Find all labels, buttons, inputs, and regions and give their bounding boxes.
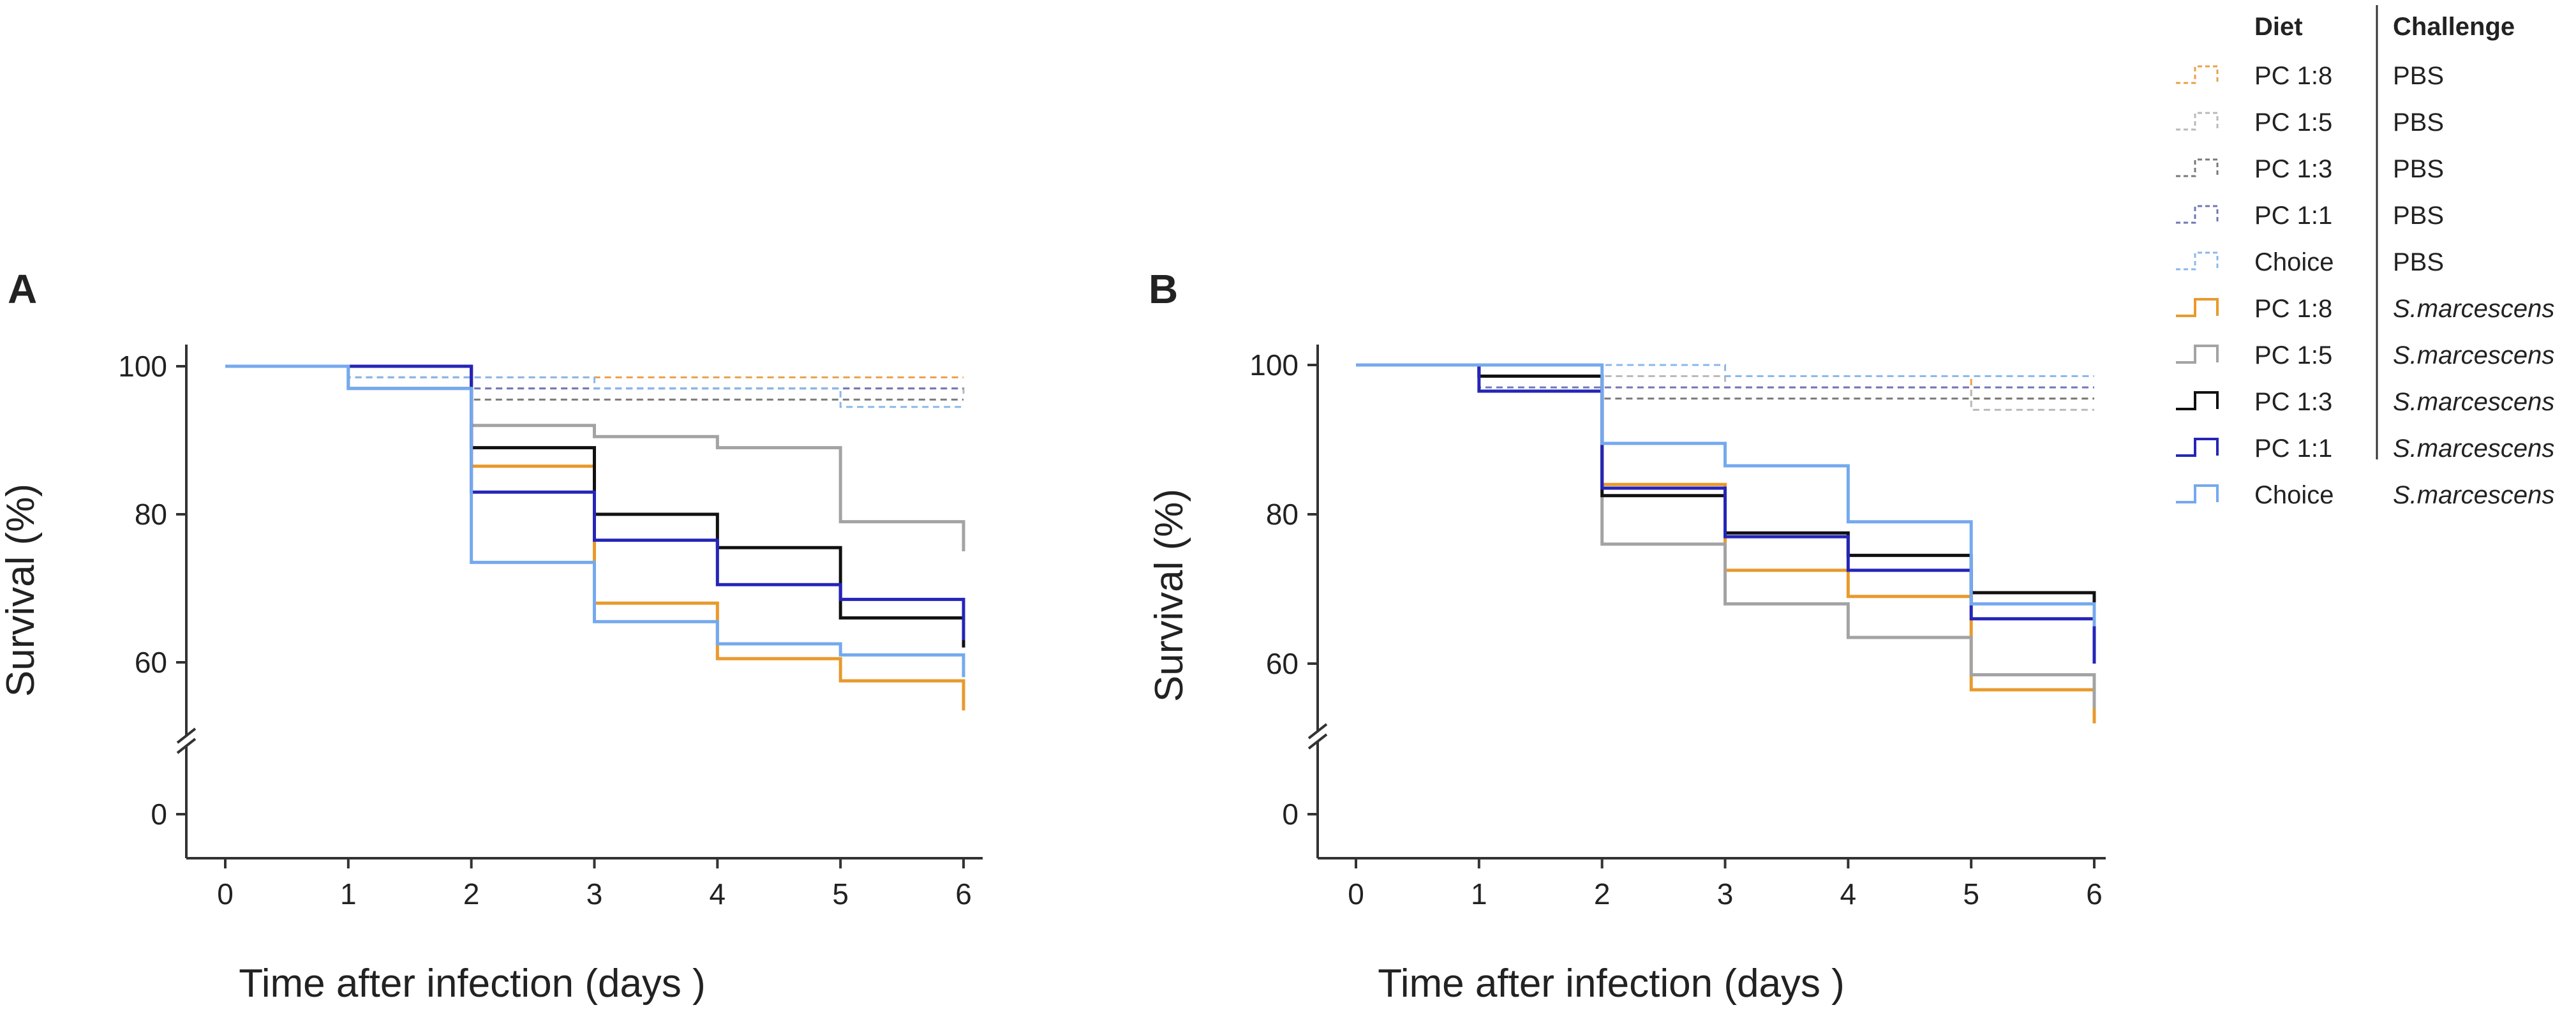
legend-row: Choice S.marcescens xyxy=(2176,481,2554,509)
panel-a-curve-choice-s-marcescens xyxy=(225,364,965,678)
legend-row: PC 1:3 PBS xyxy=(2176,155,2444,183)
panel-b-curve-pc-1-5-pbs xyxy=(1356,364,2094,411)
legend-row: PC 1:8 PBS xyxy=(2176,62,2444,90)
panel-b-curve-pc-1-1-s-marcescens xyxy=(1356,363,2096,664)
panel-a-x-tick-label-1: 1 xyxy=(340,877,357,911)
legend-header-diet: Diet xyxy=(2254,13,2303,41)
legend-row: PC 1:8 S.marcescens xyxy=(2176,295,2554,323)
legend-diet-label: PC 1:3 xyxy=(2254,388,2332,416)
legend-challenge-label: PBS xyxy=(2393,202,2444,230)
legend-symbol-icon xyxy=(2176,298,2219,317)
legend-symbol-icon xyxy=(2176,65,2219,84)
panel-a-y-tick-label-0: 0 xyxy=(151,798,167,831)
panel-b-y-tick-label-60: 60 xyxy=(1266,647,1299,680)
legend-symbol-icon xyxy=(2176,438,2219,457)
panel-a-x-axis-title: Time after infection (days ) xyxy=(239,962,706,1006)
legend-symbol-icon xyxy=(2176,251,2219,271)
legend-symbol-icon xyxy=(2176,112,2219,131)
legend-diet-label: Choice xyxy=(2254,248,2334,276)
legend-row: PC 1:5 PBS xyxy=(2176,108,2444,137)
panel-b-y-tick-label-0: 0 xyxy=(1282,798,1299,831)
legend-row: PC 1:1 PBS xyxy=(2176,202,2444,230)
legend-challenge-label: PBS xyxy=(2393,108,2444,137)
legend-diet-label: Choice xyxy=(2254,481,2334,509)
legend-symbol-icon xyxy=(2176,345,2219,364)
panel-b-curve-choice-s-marcescens xyxy=(1356,363,2096,627)
legend-symbol-icon xyxy=(2176,391,2219,410)
legend-challenge-label: PBS xyxy=(2393,248,2444,276)
legend-challenge-label: S.marcescens xyxy=(2393,481,2554,509)
legend-diet-label: PC 1:3 xyxy=(2254,155,2332,183)
panel-b-y-tick-label-100: 100 xyxy=(1249,348,1299,382)
panel-b-y-axis-title: Survival (%) xyxy=(1147,489,1191,702)
legend-diet-label: PC 1:8 xyxy=(2254,295,2332,323)
panel-a-x-tick-label-5: 5 xyxy=(832,877,849,911)
legend-challenge-label: S.marcescens xyxy=(2393,435,2554,463)
panel-b-x-tick-label-3: 3 xyxy=(1717,877,1734,911)
panel-a-curve-pc-1-8-pbs xyxy=(225,365,964,378)
legend-row: PC 1:3 S.marcescens xyxy=(2176,388,2554,416)
panel-a-curve-pc-1-1-s-marcescens xyxy=(225,364,965,641)
panel-a-y-tick-label-100: 100 xyxy=(118,350,167,383)
legend-symbol-icon xyxy=(2176,158,2219,177)
legend-diet-label: PC 1:1 xyxy=(2254,202,2332,230)
legend-diet-label: PC 1:1 xyxy=(2254,435,2332,463)
legend-row: PC 1:5 S.marcescens xyxy=(2176,341,2554,369)
legend-row: Choice PBS xyxy=(2176,248,2444,276)
panel-b-x-tick-label-4: 4 xyxy=(1840,877,1857,911)
panel-a-y-tick-label-80: 80 xyxy=(135,498,167,531)
legend-challenge-label: PBS xyxy=(2393,155,2444,183)
panel-b-y-tick-label-80: 80 xyxy=(1266,498,1299,531)
panel-b-x-tick-label-1: 1 xyxy=(1471,877,1487,911)
panel-b-curve-pc-1-3-pbs xyxy=(1356,364,2094,400)
legend-header-challenge: Challenge xyxy=(2393,13,2515,41)
panel-b-y-break-mark-2 xyxy=(1307,733,1328,750)
panel-a-x-tick-label-0: 0 xyxy=(217,877,234,911)
panel-b-letter: B xyxy=(1149,266,1178,312)
panel-a-curve-choice-pbs xyxy=(225,365,964,408)
panel-b-y-break-mark-1 xyxy=(1307,723,1328,740)
panel-b-axes: 0 60 80 100 0 1 2 3 4 5 6 xyxy=(1249,345,2106,911)
legend-diet-label: PC 1:8 xyxy=(2254,62,2332,90)
panel-a-y-break-mark-2 xyxy=(176,738,197,754)
legend-challenge-label: S.marcescens xyxy=(2393,388,2554,416)
legend-symbol-icon xyxy=(2176,484,2219,503)
panel-a-x-tick-label-6: 6 xyxy=(955,877,972,911)
panel-a-y-axis-title: Survival (%) xyxy=(0,484,43,697)
legend-challenge-label: S.marcescens xyxy=(2393,295,2554,323)
legend-challenge-label: S.marcescens xyxy=(2393,341,2554,369)
legend-symbol-icon xyxy=(2176,205,2219,224)
legend-diet-label: PC 1:5 xyxy=(2254,341,2332,369)
panel-a-y-tick-label-60: 60 xyxy=(135,646,167,679)
panel-b-x-tick-label-0: 0 xyxy=(1348,877,1364,911)
panel-a-x-tick-label-4: 4 xyxy=(710,877,726,911)
panel-b-x-tick-label-2: 2 xyxy=(1594,877,1611,911)
panel-b: B Time after infection (days ) Survival … xyxy=(1147,266,2106,1006)
legend-challenge-label: PBS xyxy=(2393,62,2444,90)
panel-b-x-tick-label-5: 5 xyxy=(1963,877,1979,911)
legend-row: PC 1:1 S.marcescens xyxy=(2176,435,2554,463)
panel-a-series xyxy=(225,364,965,711)
panel-a-x-tick-label-2: 2 xyxy=(463,877,480,911)
panel-a: A Time after infection (days ) Survival … xyxy=(0,266,983,1006)
panel-a-axes: 0 60 80 100 0 1 2 3 4 5 6 xyxy=(118,345,983,911)
panel-a-x-tick-label-3: 3 xyxy=(586,877,603,911)
panel-b-series xyxy=(1356,363,2096,724)
panel-b-x-axis-title: Time after infection (days ) xyxy=(1378,962,1845,1006)
panel-a-letter: A xyxy=(8,266,37,312)
panel-b-curve-choice-pbs xyxy=(1356,364,2094,378)
legend-diet-label: PC 1:5 xyxy=(2254,108,2332,137)
panel-a-curve-pc-1-3-pbs xyxy=(225,365,964,401)
panel-b-x-tick-label-6: 6 xyxy=(2086,877,2103,911)
panel-a-y-break-mark-1 xyxy=(176,727,197,744)
panel-b-curve-pc-1-1-pbs xyxy=(1356,364,2094,389)
